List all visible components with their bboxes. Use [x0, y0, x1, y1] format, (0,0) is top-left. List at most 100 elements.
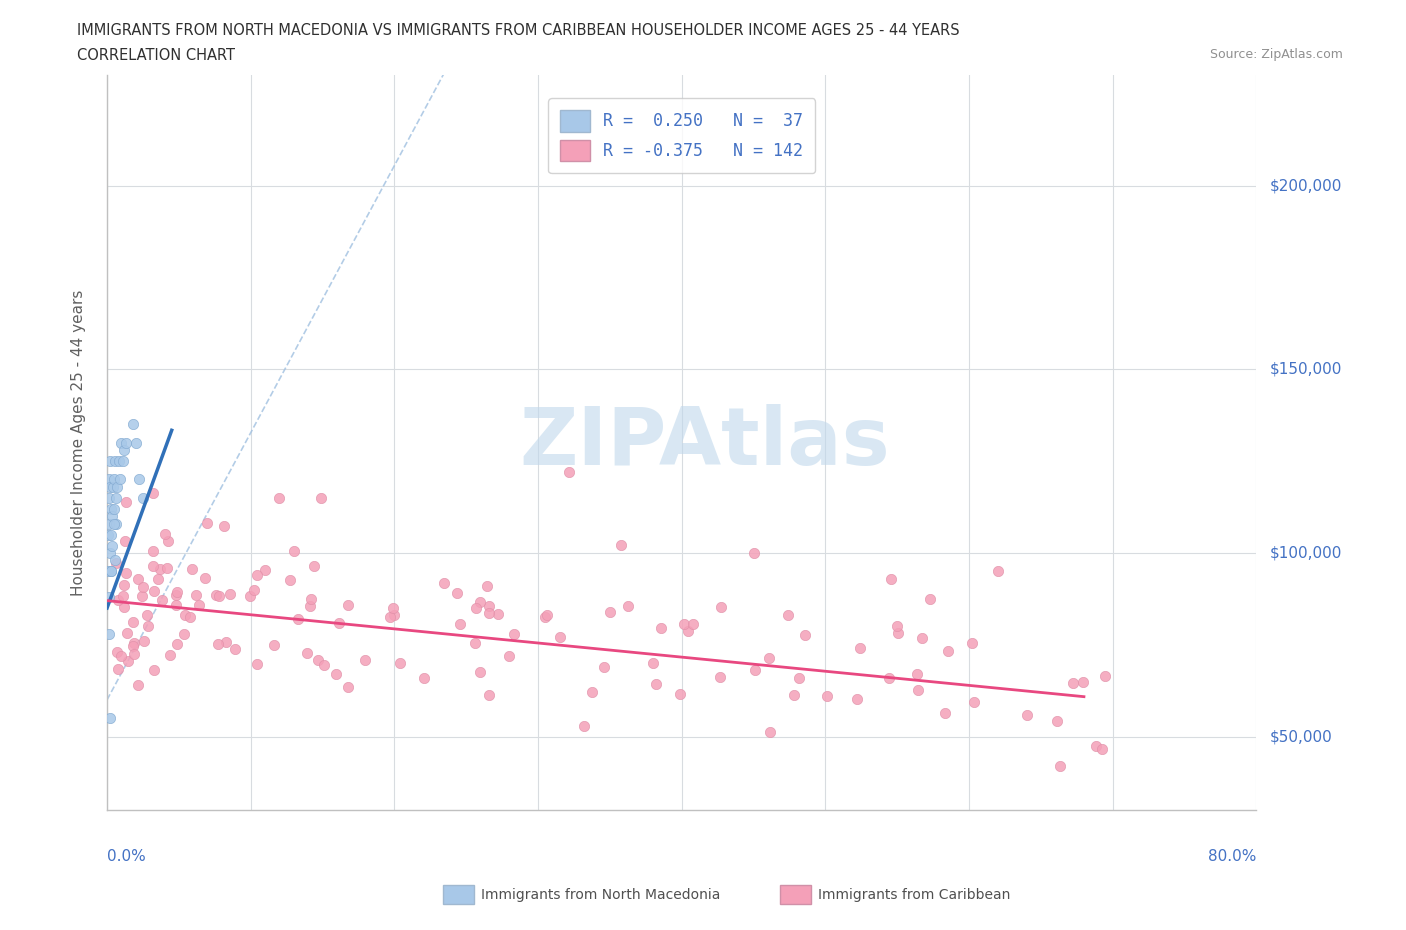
Point — [1085, 738, 1108, 753]
Point — [122, 636, 145, 651]
Point — [905, 666, 928, 681]
Point — [815, 688, 838, 703]
Point — [253, 563, 276, 578]
Point — [960, 636, 983, 651]
Point — [112, 600, 135, 615]
Point — [131, 589, 153, 604]
Point — [115, 626, 138, 641]
Point — [142, 558, 165, 573]
Point — [886, 626, 908, 641]
Point — [645, 677, 668, 692]
Point — [478, 687, 501, 702]
Point — [911, 631, 934, 645]
Text: $50,000: $50,000 — [1270, 729, 1333, 744]
Point — [117, 653, 139, 668]
Point — [100, 501, 122, 516]
Point — [214, 634, 236, 649]
Point — [849, 641, 872, 656]
Point — [148, 572, 170, 587]
Point — [246, 567, 269, 582]
Point — [846, 691, 869, 706]
Legend: R =  0.250   N =  37, R = -0.375   N = 142: R = 0.250 N = 37, R = -0.375 N = 142 — [548, 99, 815, 173]
Point — [758, 651, 780, 666]
Point — [794, 627, 817, 642]
Point — [536, 607, 558, 622]
Point — [195, 515, 218, 530]
Text: Source: ZipAtlas.com: Source: ZipAtlas.com — [1209, 48, 1343, 61]
Point — [97, 490, 120, 505]
Point — [388, 656, 411, 671]
Point — [100, 564, 122, 578]
Point — [108, 472, 131, 487]
Point — [207, 636, 229, 651]
Text: $200,000: $200,000 — [1270, 179, 1343, 193]
Point — [188, 598, 211, 613]
Point — [136, 618, 159, 633]
Point — [166, 585, 188, 600]
Point — [165, 588, 187, 603]
Point — [548, 630, 571, 644]
Point — [122, 614, 145, 629]
Point — [98, 454, 121, 469]
Point — [104, 490, 127, 505]
Point — [149, 562, 172, 577]
Point — [97, 527, 120, 542]
Text: CORRELATION CHART: CORRELATION CHART — [77, 48, 235, 63]
Point — [132, 633, 155, 648]
Point — [299, 591, 322, 606]
Point — [105, 516, 128, 531]
Point — [382, 608, 405, 623]
Point — [710, 599, 733, 614]
Point — [153, 526, 176, 541]
Point — [669, 686, 692, 701]
Text: IMMIGRANTS FROM NORTH MACEDONIA VS IMMIGRANTS FROM CARIBBEAN HOUSEHOLDER INCOME : IMMIGRANTS FROM NORTH MACEDONIA VS IMMIG… — [77, 23, 960, 38]
Point — [104, 454, 127, 469]
Point — [475, 578, 498, 593]
Point — [150, 592, 173, 607]
Point — [112, 443, 135, 458]
Point — [1062, 675, 1084, 690]
Text: 0.0%: 0.0% — [107, 849, 146, 864]
Point — [104, 555, 127, 570]
Point — [127, 572, 149, 587]
Point — [128, 472, 150, 487]
Point — [166, 636, 188, 651]
Point — [328, 616, 350, 631]
Point — [212, 519, 235, 534]
Point — [194, 570, 217, 585]
Point — [446, 586, 468, 601]
Point — [742, 545, 765, 560]
Point — [157, 534, 180, 549]
Point — [103, 472, 125, 487]
Point — [1049, 759, 1071, 774]
Point — [877, 671, 900, 685]
Point — [325, 667, 347, 682]
Point — [101, 538, 124, 553]
Point — [104, 552, 127, 567]
Point — [132, 490, 155, 505]
Point — [558, 465, 581, 480]
Point — [1091, 742, 1114, 757]
Point — [114, 534, 136, 549]
Point — [98, 479, 121, 494]
Point — [312, 658, 335, 672]
Point — [107, 454, 129, 469]
Point — [468, 665, 491, 680]
Point — [105, 479, 128, 494]
Point — [617, 598, 640, 613]
Point — [381, 600, 404, 615]
Point — [309, 490, 332, 505]
Point — [101, 479, 124, 494]
Text: 80.0%: 80.0% — [1208, 849, 1257, 864]
Point — [98, 590, 121, 604]
Point — [581, 684, 603, 699]
Point — [224, 641, 246, 656]
Point — [101, 509, 124, 524]
Point — [886, 618, 908, 633]
Point — [205, 587, 228, 602]
Point — [179, 609, 201, 624]
Point — [783, 688, 806, 703]
Point — [142, 584, 165, 599]
Point — [97, 564, 120, 578]
Point — [98, 711, 121, 725]
